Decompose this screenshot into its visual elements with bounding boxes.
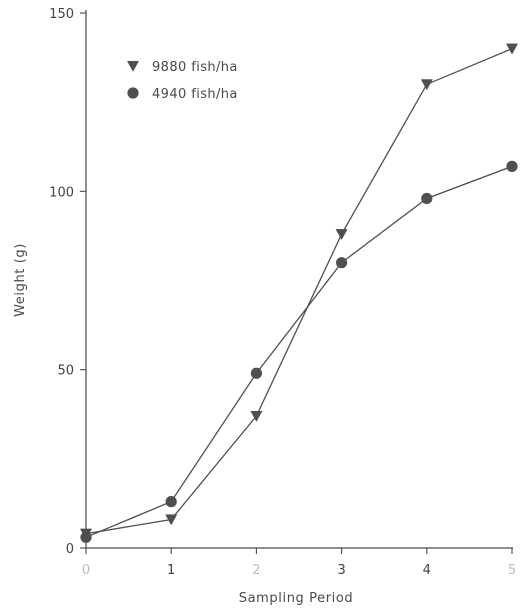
legend-label: 9880 fish/ha bbox=[152, 60, 238, 75]
y-tick-label: 0 bbox=[66, 542, 74, 557]
x-tick-label: 5 bbox=[508, 563, 516, 578]
data-point bbox=[505, 43, 519, 55]
data-point bbox=[165, 514, 178, 526]
series-line bbox=[85, 165, 513, 538]
y-axis-title: Weight (g) bbox=[13, 243, 28, 317]
data-point bbox=[506, 160, 518, 172]
series-line bbox=[85, 48, 513, 535]
x-axis-title: Sampling Period bbox=[239, 591, 354, 606]
data-point bbox=[165, 496, 177, 508]
y-tick-label: 150 bbox=[49, 7, 74, 22]
data-point bbox=[335, 229, 348, 241]
legend-marker bbox=[127, 87, 139, 99]
data-point bbox=[250, 367, 262, 379]
legend-label: 4940 fish/ha bbox=[152, 87, 238, 102]
x-tick-label: 3 bbox=[337, 563, 345, 578]
x-tick-label: 1 bbox=[167, 563, 175, 578]
legend: 9880 fish/ha 4940 fish/ha bbox=[126, 60, 238, 102]
axes: 0 50 100 150 0 1 2 3 4 5 bbox=[49, 7, 516, 578]
y-tick-label: 50 bbox=[57, 364, 74, 379]
x-tick-label: 4 bbox=[423, 563, 431, 578]
y-tick-label: 100 bbox=[49, 185, 74, 200]
series-group bbox=[79, 43, 519, 543]
data-point bbox=[421, 192, 433, 205]
data-point bbox=[80, 531, 92, 543]
data-point bbox=[250, 410, 263, 422]
series-0 bbox=[79, 43, 519, 540]
data-point bbox=[420, 79, 433, 91]
data-point bbox=[335, 257, 348, 269]
legend-marker bbox=[126, 60, 140, 72]
x-tick-label: 2 bbox=[252, 563, 260, 578]
series-1 bbox=[80, 160, 518, 543]
axis-titles: Sampling Period Weight (g) bbox=[13, 243, 353, 606]
x-tick-label: 0 bbox=[82, 563, 90, 578]
